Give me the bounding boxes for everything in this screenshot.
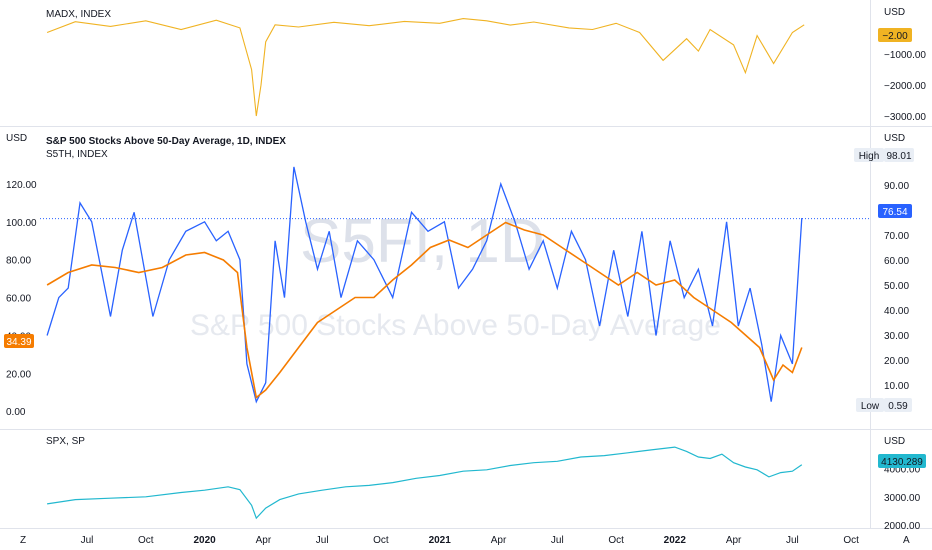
x-tick-label: Jul [551, 535, 564, 546]
spx-title[interactable]: SPX, SP [46, 436, 85, 447]
s5fi-pane[interactable]: S5FI, 1D S&P 500 Stocks Above 50-Day Ave… [4, 133, 914, 418]
right-y-tick: 50.00 [884, 281, 909, 292]
x-tick-label: Jul [81, 535, 94, 546]
x-tick-label: Oct [608, 535, 624, 546]
left-y-tick: 100.00 [6, 218, 37, 229]
right-y-tick: 70.00 [884, 231, 909, 242]
madx-currency: USD [884, 7, 905, 18]
auto-scale-button[interactable]: A [903, 535, 910, 546]
x-tick-label: Jul [786, 535, 799, 546]
right-y-tick: 90.00 [884, 181, 909, 192]
main-chart-title[interactable]: S&P 500 Stocks Above 50-Day Average, 1D,… [46, 136, 286, 147]
spx-last-badge: 4130.289 [878, 454, 926, 468]
left-y-tick: 60.00 [6, 294, 31, 305]
spx-y-tick: 2000.00 [884, 521, 921, 532]
left-y-tick: 120.00 [6, 180, 37, 191]
madx-y-tick: −2000.00 [884, 81, 926, 92]
left-y-tick: 80.00 [6, 256, 31, 267]
zoom-button[interactable]: Z [20, 535, 26, 546]
high-value-bg [884, 148, 914, 162]
x-tick-label: Apr [256, 535, 272, 546]
x-tick-label: Apr [726, 535, 742, 546]
spx-y-ticks: 4000.00 3000.00 2000.00 [884, 464, 921, 532]
high-label-bg [854, 148, 884, 162]
right-y-tick: 40.00 [884, 306, 909, 317]
right-y-tick: 60.00 [884, 256, 909, 267]
madx-title[interactable]: MADX, INDEX [46, 9, 111, 20]
madx-last-badge: −2.00 [878, 28, 912, 42]
right-currency-label: USD [884, 133, 905, 144]
spx-y-tick: 3000.00 [884, 493, 921, 504]
spx-y-tick: 4000.00 [884, 464, 921, 475]
madx-y-ticks: −1000.00 −2000.00 −3000.00 [884, 50, 926, 123]
x-tick-label: Jul [316, 535, 329, 546]
s5th-series-line[interactable] [46, 166, 803, 404]
madx-y-tick: −3000.00 [884, 112, 926, 123]
high-label: High [859, 151, 880, 162]
x-tick-label: 2021 [429, 535, 452, 546]
madx-last-badge-text: −2.00 [882, 31, 908, 42]
last-left-badge: 34.39 [4, 334, 34, 348]
spx-pane[interactable]: SPX, SP USD 4000.00 3000.00 2000.00 4130.2… [46, 436, 926, 532]
last-right-value: 76.54 [882, 207, 907, 218]
low-value-bg [884, 398, 912, 412]
x-tick-label: 2022 [664, 535, 687, 546]
spx-currency: USD [884, 436, 905, 447]
left-y-tick: 0.00 [6, 407, 26, 418]
last-left-bg [4, 334, 34, 348]
s5fi-series-line[interactable] [46, 221, 803, 399]
x-tick-label: Apr [491, 535, 507, 546]
low-label: Low [861, 401, 880, 412]
madx-series-line[interactable] [46, 18, 805, 117]
spx-last-badge-text: 4130.289 [881, 457, 923, 468]
madx-last-badge-bg [878, 28, 912, 42]
x-tick-label: Oct [138, 535, 154, 546]
spx-series-line[interactable] [47, 446, 803, 520]
x-tick-label: Oct [843, 535, 859, 546]
low-label-bg [856, 398, 884, 412]
x-tick-label: Oct [373, 535, 389, 546]
time-axis-ticks[interactable]: Jul Oct 2020 Apr Jul Oct 2021 Apr Jul Oct 2022 Apr J… [81, 535, 860, 546]
last-right-bg [878, 204, 912, 218]
right-y-tick: 20.00 [884, 356, 909, 367]
watermark-name: S&P 500 Stocks Above 50-Day Average [190, 309, 721, 342]
x-tick-label: 2020 [193, 535, 216, 546]
left-currency-label: USD [6, 133, 27, 144]
madx-pane[interactable]: MADX, INDEX USD −1000.00 −2000.00 −3000.00… [46, 7, 926, 123]
low-marker: Low 0.59 [856, 398, 912, 412]
left-y-tick: 20.00 [6, 369, 31, 380]
last-left-value: 34.39 [6, 337, 31, 348]
spx-last-badge-bg [878, 454, 926, 468]
high-value: 98.01 [886, 151, 911, 162]
madx-y-tick: −1000.00 [884, 50, 926, 61]
last-right-badge: 76.54 [878, 204, 912, 218]
right-y-tick: 30.00 [884, 331, 909, 342]
watermark-symbol: S5FI, 1D [300, 207, 545, 276]
right-y-tick: 10.00 [884, 381, 909, 392]
low-value: 0.59 [888, 401, 908, 412]
high-marker: High 98.01 [854, 148, 914, 162]
s5th-legend[interactable]: S5TH, INDEX [46, 149, 108, 160]
